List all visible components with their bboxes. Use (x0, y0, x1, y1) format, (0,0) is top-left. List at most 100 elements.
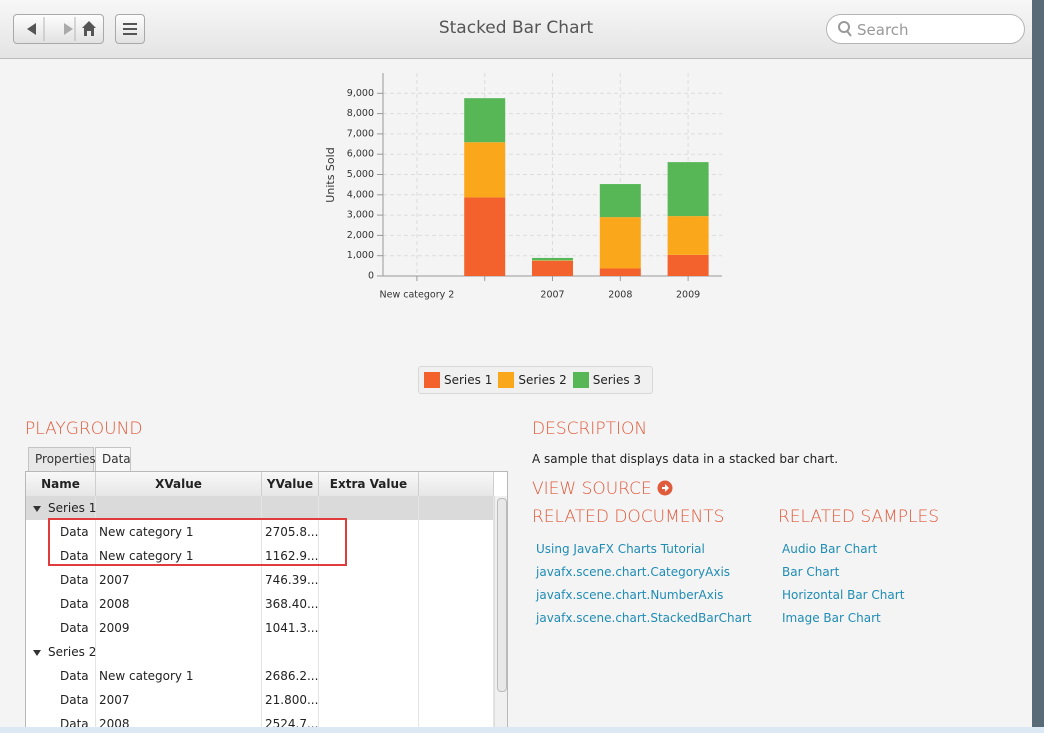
group-row[interactable]: Series 1 (26, 496, 494, 520)
scrollbar[interactable] (494, 496, 507, 727)
table-cell: 21.800... (262, 688, 319, 712)
expand-icon[interactable] (32, 504, 42, 514)
related-samples-title: RELATED SAMPLES (778, 507, 940, 527)
x-tick-label: 2008 (608, 290, 632, 301)
data-row[interactable]: Data 2007 21.800... (26, 688, 494, 712)
table-cell (419, 592, 494, 616)
table-cell: New category 1 (96, 544, 262, 568)
link[interactable]: Using JavaFX Charts Tutorial (536, 542, 705, 556)
menu-button[interactable] (115, 14, 145, 44)
y-tick-label: 3,000 (347, 210, 374, 221)
tab-selected[interactable]: Data (95, 447, 131, 471)
table-cell: 2524.7... (262, 712, 319, 727)
search-placeholder: Search (857, 21, 909, 39)
data-row[interactable]: Data 2009 1041.3... (26, 616, 494, 640)
description-text: A sample that displays data in a stacked… (532, 452, 839, 466)
table-cell (419, 616, 494, 640)
link[interactable]: javafx.scene.chart.StackedBarChart (536, 611, 752, 625)
search-box[interactable]: Search (826, 14, 1025, 44)
y-tick-label: 6,000 (347, 149, 374, 160)
bar-segment (464, 98, 506, 143)
table-cell (319, 568, 419, 592)
legend-swatch (572, 372, 589, 388)
column-header[interactable]: YValue (262, 472, 319, 496)
data-row[interactable]: Data New category 1 2705.8... (26, 520, 494, 544)
data-row[interactable]: Data 2008 2524.7... (26, 712, 494, 727)
y-tick-label: 5,000 (347, 169, 374, 180)
table-cell: 746.39... (262, 568, 319, 592)
window-edge (0, 727, 1044, 733)
table-cell: 2008 (96, 592, 262, 616)
table-cell (319, 688, 419, 712)
cell (96, 496, 262, 520)
link[interactable]: Bar Chart (782, 565, 840, 579)
table-cell: Data (26, 664, 96, 688)
x-tick-label: 2009 (676, 290, 700, 301)
group-row[interactable]: Series 2 (26, 640, 494, 664)
table-cell: 2008 (96, 712, 262, 727)
bar-segment (599, 268, 641, 276)
arrow-icon (657, 480, 673, 496)
table-cell (419, 712, 494, 727)
y-tick-label: 2,000 (347, 230, 374, 241)
scroll-thumb[interactable] (497, 498, 507, 692)
bar-segment (599, 184, 641, 218)
tab[interactable]: Properties (28, 447, 96, 471)
y-tick-label: 4,000 (347, 189, 374, 200)
bar-segment (464, 197, 506, 276)
cell (262, 496, 319, 520)
table-cell (419, 664, 494, 688)
view-source-label[interactable]: VIEW SOURCE (532, 479, 652, 499)
column-header[interactable] (419, 472, 494, 496)
related-documents-title: RELATED DOCUMENTS (532, 507, 725, 527)
cell (96, 640, 262, 664)
cell (419, 496, 494, 520)
legend-label: Series 3 (592, 373, 642, 387)
y-axis-label: Units Sold (324, 147, 337, 202)
table-cell (319, 520, 419, 544)
data-row[interactable]: Data New category 1 1162.9... (26, 544, 494, 568)
table-cell (319, 712, 419, 727)
column-header[interactable]: XValue (96, 472, 262, 496)
x-tick-label: New category 2 (380, 290, 455, 301)
home-icon[interactable] (82, 21, 96, 36)
table-cell: 2007 (96, 568, 262, 592)
legend-swatch (498, 372, 515, 388)
cell (26, 496, 96, 520)
y-tick-label: 0 (368, 271, 374, 282)
table-cell: 2686.2... (262, 664, 319, 688)
y-tick-label: 1,000 (347, 250, 374, 261)
view-source[interactable]: VIEW SOURCE (532, 479, 673, 499)
bar-segment (532, 260, 573, 276)
link[interactable]: Image Bar Chart (782, 611, 881, 625)
back-icon[interactable] (27, 23, 36, 35)
expand-icon[interactable] (32, 648, 42, 658)
table-cell: Data (26, 520, 96, 544)
link[interactable]: Audio Bar Chart (782, 542, 878, 556)
link[interactable]: javafx.scene.chart.NumberAxis (536, 588, 724, 602)
column-header[interactable]: Name (26, 472, 96, 496)
data-row[interactable]: Data 2007 746.39... (26, 568, 494, 592)
y-tick-label: 9,000 (347, 88, 374, 99)
table-cell (419, 688, 494, 712)
link[interactable]: Horizontal Bar Chart (782, 588, 905, 602)
forward-icon[interactable] (64, 23, 73, 35)
legend-label: Series 1 (444, 373, 493, 387)
data-row[interactable]: Data 2008 368.40... (26, 592, 494, 616)
table-cell: Data (26, 616, 96, 640)
table-cell: New category 1 (96, 520, 262, 544)
legend-item: Series 3 (572, 372, 642, 388)
column-header[interactable]: Extra Value (319, 472, 419, 496)
table-header: Name XValue YValue Extra Value (26, 472, 494, 497)
cell (319, 496, 419, 520)
table-cell: Data (26, 544, 96, 568)
data-row[interactable]: Data New category 1 2686.2... (26, 664, 494, 688)
table-cell (319, 592, 419, 616)
table-cell: 2009 (96, 616, 262, 640)
bar-segment (667, 254, 709, 276)
table-cell (319, 544, 419, 568)
legend-swatch (424, 372, 440, 388)
link[interactable]: javafx.scene.chart.CategoryAxis (536, 565, 731, 579)
